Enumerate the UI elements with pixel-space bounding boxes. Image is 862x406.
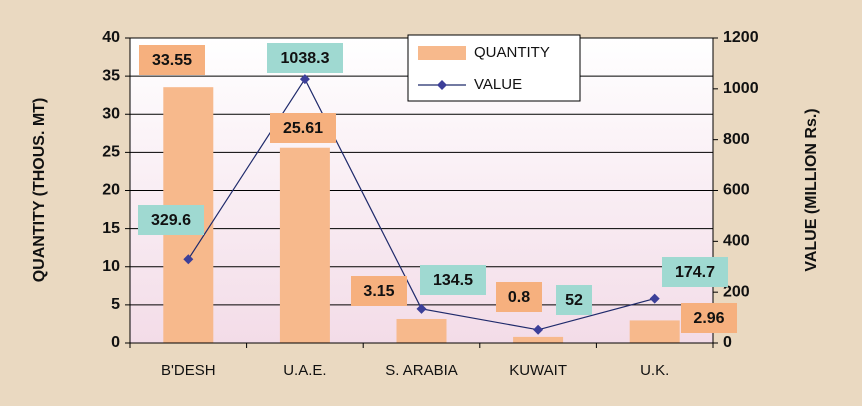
bar [279,147,330,343]
value-label: 1038.3 [281,50,330,67]
y-tick-label: 10 [102,258,120,275]
quantity-label: 2.96 [693,310,724,327]
legend-marker [437,80,447,90]
legend-label: VALUE [474,76,522,93]
value-label: 52 [565,292,583,309]
y-tick-label: 30 [102,105,120,122]
y-tick-label: 25 [102,144,120,161]
x-tick-label: B'DESH [161,362,216,379]
y-tick-label: 35 [102,67,120,84]
quantity-label: 25.61 [283,120,323,137]
bar [396,318,447,343]
y-tick-label: 5 [111,296,120,313]
value-label: 134.5 [433,272,473,289]
y-axis-label: QUANTITY (THOUS. MT) [31,98,48,283]
value-label-box [556,285,592,315]
y2-axis-label: VALUE (MILLION Rs.) [803,108,820,271]
quantity-label-box [496,282,542,312]
quantity-label-box [351,276,407,306]
y-tick-label: 20 [102,182,120,199]
value-label-box [267,43,343,73]
y2-tick-label: 1000 [723,80,759,97]
x-tick-label: U.A.E. [283,362,326,379]
y-tick-label: 15 [102,220,120,237]
value-label-box [420,265,486,295]
marker [183,254,194,265]
y2-tick-label: 1200 [723,29,759,46]
quantity-label: 0.8 [508,289,530,306]
marker [533,324,544,335]
x-tick-label: S. ARABIA [385,362,458,379]
y-tick-label: 0 [111,334,120,351]
y2-tick-label: 800 [723,131,750,148]
marker [416,303,427,314]
legend-label: QUANTITY [474,44,550,61]
bar [513,336,564,343]
quantity-label-box [139,45,205,75]
y2-tick-label: 0 [723,334,732,351]
x-tick-label: KUWAIT [509,362,567,379]
y-tick-label: 40 [102,29,120,46]
legend-swatch [418,46,466,60]
marker [649,293,660,304]
y2-tick-label: 600 [723,182,750,199]
quantity-label: 33.55 [152,52,192,69]
y2-tick-label: 400 [723,233,750,250]
x-tick-label: U.K. [640,362,669,379]
bar [629,320,680,343]
value-label: 174.7 [675,264,715,281]
marker [299,74,310,85]
quantity-label: 3.15 [363,283,394,300]
value-label: 329.6 [151,212,191,229]
quantity-label-box [270,113,336,143]
value-label-box [662,257,728,287]
quantity-label-box [681,303,737,333]
y2-tick-label: 200 [723,283,750,300]
value-label-box [138,205,204,235]
